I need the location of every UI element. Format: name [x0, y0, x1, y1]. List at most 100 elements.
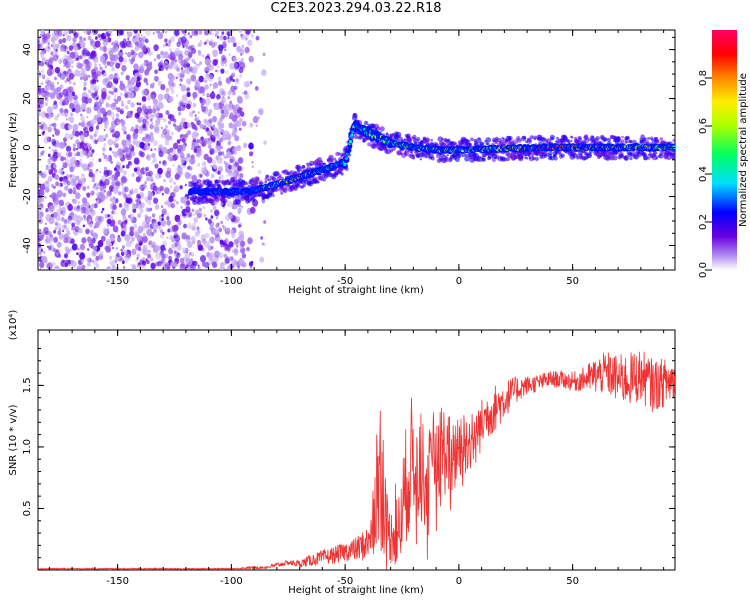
noise-speck [223, 154, 227, 159]
noise-speck [130, 150, 133, 154]
noise-speck [64, 185, 69, 191]
noise-speck [73, 222, 76, 225]
noise-speck [151, 232, 155, 236]
noise-speck [220, 261, 225, 268]
noise-speck [55, 181, 59, 187]
noise-speck [194, 61, 197, 65]
noise-speck [39, 61, 45, 67]
noise-speck [99, 66, 103, 71]
noise-speck [127, 37, 130, 41]
noise-speck [118, 50, 124, 57]
noise-speck [63, 97, 70, 106]
noise-speck [174, 173, 180, 180]
noise-speck [175, 76, 178, 80]
noise-speck [97, 33, 102, 39]
noise-speck [168, 120, 172, 125]
noise-speck [141, 89, 147, 96]
noise-speck [106, 38, 109, 42]
ridge-halo [379, 126, 385, 132]
noise-speck [43, 136, 50, 144]
noise-speck [49, 64, 54, 71]
noise-speck [214, 250, 220, 258]
noise-speck [145, 258, 148, 261]
noise-speck [113, 175, 119, 181]
noise-speck [60, 259, 67, 268]
noise-speck [247, 237, 253, 245]
ridge-halo [404, 151, 409, 157]
noise-speck [38, 193, 40, 197]
noise-speck [231, 233, 236, 239]
ridge-halo [354, 133, 357, 136]
noise-speck [210, 164, 213, 168]
noise-speck [45, 164, 49, 168]
noise-speck [153, 182, 156, 185]
noise-speck [72, 30, 77, 36]
noise-speck [205, 217, 208, 221]
noise-speck [190, 235, 196, 242]
noise-speck [131, 248, 137, 255]
noise-speck [119, 92, 123, 97]
noise-speck [119, 49, 123, 53]
noise-speck [233, 127, 238, 133]
noise-speck [38, 258, 42, 263]
noise-speck [224, 103, 229, 109]
noise-speck [122, 245, 125, 249]
noise-speck [131, 173, 135, 177]
noise-speck [120, 102, 125, 107]
noise-speck [138, 185, 143, 191]
noise-speck [72, 160, 78, 167]
noise-speck [147, 200, 152, 206]
noise-speck [147, 50, 152, 56]
noise-speck [229, 112, 234, 118]
noise-speck [63, 70, 67, 75]
noise-speck [122, 165, 125, 169]
noise-speck [193, 213, 196, 217]
noise-speck [89, 207, 94, 213]
ridge-halo [375, 126, 381, 131]
noise-speck [38, 246, 43, 254]
ridge-halo [534, 156, 539, 161]
ridge-halo [612, 155, 618, 161]
noise-speck [220, 114, 225, 120]
noise-speck [239, 173, 244, 178]
noise-speck [76, 151, 81, 157]
ridge-halo [322, 178, 326, 182]
noise-speck [160, 205, 164, 209]
noise-speck [236, 236, 242, 243]
ridge-halo [333, 157, 337, 161]
noise-speck [42, 150, 45, 154]
noise-speck [38, 174, 40, 178]
noise-speck [118, 77, 120, 80]
ridge-halo [244, 181, 249, 186]
noise-speck [241, 35, 245, 40]
noise-speck [185, 258, 191, 265]
noise-speck [190, 74, 197, 82]
noise-speck [198, 212, 203, 218]
noise-speck [194, 209, 200, 216]
noise-speck [183, 32, 187, 36]
noise-speck [148, 135, 155, 143]
noise-speck [226, 174, 229, 177]
noise-speck [124, 146, 129, 153]
ridge-point [344, 156, 349, 161]
noise-speck [232, 42, 237, 48]
noise-speck [215, 69, 218, 73]
noise-speck [166, 212, 170, 217]
noise-speck [99, 98, 105, 105]
noise-speck [71, 227, 74, 231]
noise-speck [38, 216, 43, 223]
noise-speck [79, 243, 85, 251]
ridge-halo [437, 136, 443, 142]
noise-speck [227, 96, 230, 100]
noise-speck [207, 30, 212, 35]
ridge-halo [621, 135, 624, 139]
noise-speck [67, 86, 74, 94]
noise-speck [107, 30, 113, 34]
noise-speck [116, 107, 121, 113]
noise-speck [168, 38, 172, 42]
noise-speck [237, 207, 242, 214]
noise-speck [47, 230, 52, 237]
noise-speck [66, 219, 70, 224]
noise-speck [94, 63, 97, 67]
